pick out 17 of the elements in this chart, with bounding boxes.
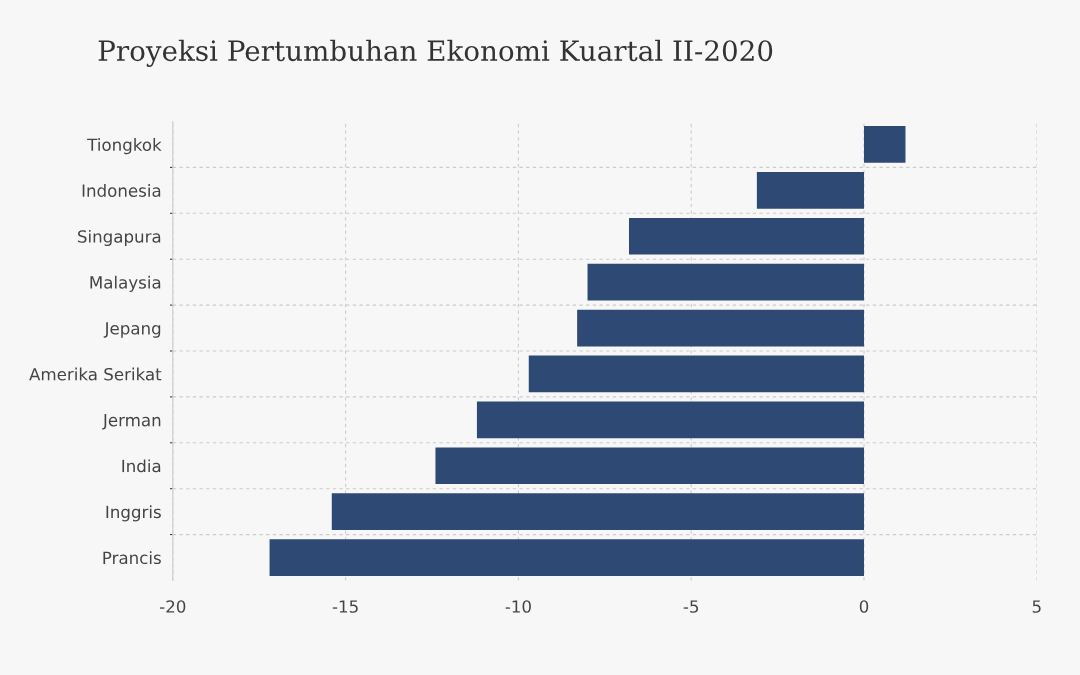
x-tick-label: 5: [1032, 600, 1041, 613]
y-tick-label: Malaysia: [90, 275, 161, 292]
x-tick-label: -5: [683, 600, 699, 613]
y-tick-label: Jepang: [103, 322, 161, 338]
y-tick-label: Jerman: [102, 414, 161, 430]
x-tick-label: -10: [505, 600, 531, 613]
y-tick-label: Indonesia: [82, 184, 161, 197]
y-tick-label: Singapura: [78, 229, 161, 247]
x-tick-label: 0: [859, 600, 869, 613]
y-tick-label: Tiongkok: [87, 138, 162, 155]
x-tick-label: -20: [160, 600, 186, 613]
y-tick-label: Amerika Serikat: [29, 367, 162, 381]
y-tick-label: India: [122, 459, 161, 473]
chart-title: Proyeksi Pertumbuhan Ekonomi Kuartal II-2020: [98, 39, 773, 67]
x-tick-label: -15: [332, 600, 358, 613]
y-tick-label: Prancis: [103, 551, 161, 565]
y-tick-label: Inggris: [106, 505, 161, 522]
